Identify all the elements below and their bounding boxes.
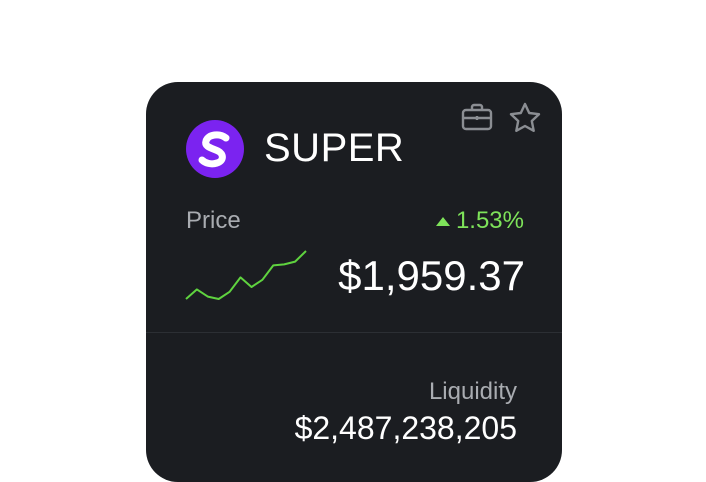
price-value: $1,959.37 — [338, 252, 525, 299]
price-label: Price — [186, 207, 241, 234]
price-sparkline — [185, 250, 307, 300]
liquidity-label: Liquidity — [428, 378, 517, 405]
token-card: SUPER Price 1.53% $1,959.37 Liquidity $2… — [146, 82, 562, 482]
divider — [146, 332, 562, 333]
watchlist-button[interactable] — [507, 100, 543, 136]
briefcase-icon — [461, 103, 493, 131]
token-symbol: SUPER — [264, 126, 405, 170]
sparkline-path — [185, 250, 307, 300]
portfolio-button[interactable] — [459, 100, 495, 136]
liquidity-value: $2,487,238,205 — [294, 410, 517, 446]
price-change-value: 1.53% — [455, 207, 524, 234]
price-change: 1.53% — [435, 206, 524, 236]
up-triangle-icon — [435, 216, 450, 226]
token-logo — [186, 120, 244, 178]
star-icon — [509, 102, 541, 132]
super-s-logo-icon — [198, 131, 230, 168]
